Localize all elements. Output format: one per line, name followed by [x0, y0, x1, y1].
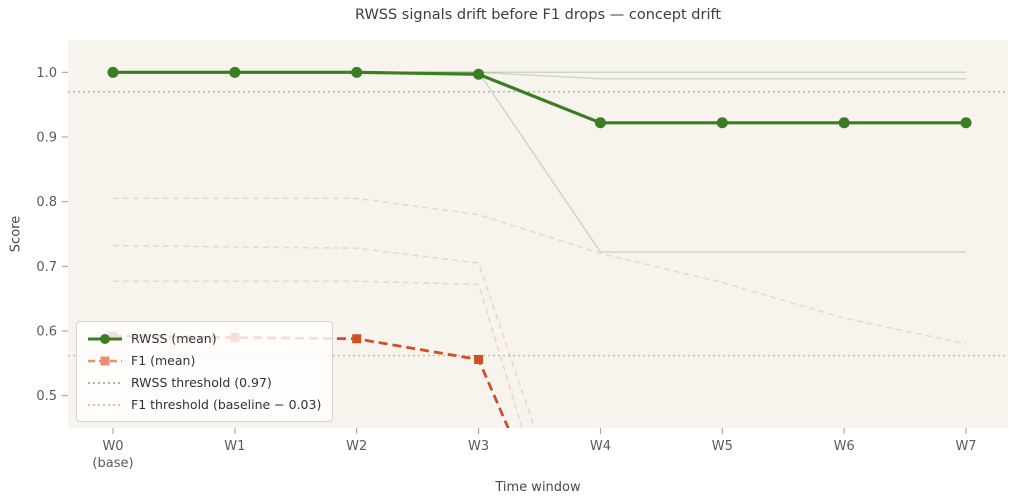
x-tick-label: W2: [346, 439, 367, 454]
legend-item-f1-threshold: F1 threshold (baseline − 0.03): [86, 395, 321, 414]
rwss-mean-marker: [594, 117, 606, 129]
x-tick-label: W4: [590, 439, 611, 454]
rwss-mean-marker: [716, 117, 728, 129]
x-tick-sublabel: (base): [92, 456, 133, 471]
legend-label: F1 (mean): [131, 353, 196, 368]
chart-title: RWSS signals drift before F1 drops — con…: [354, 7, 722, 23]
f1-run-1-line: [113, 197, 967, 345]
f1-run-2-line: [112, 244, 536, 428]
y-tick-label: 0.9: [36, 131, 57, 146]
x-tick-label: W6: [834, 439, 855, 454]
legend: RWSS (mean) F1 (mean) RWSS threshold (0.…: [76, 321, 334, 422]
x-tick-label: W1: [224, 439, 245, 454]
rwss-mean-line: [113, 70, 966, 125]
legend-item-rwss-mean: RWSS (mean): [86, 329, 321, 348]
y-tick-label: 0.5: [36, 389, 57, 404]
rwss-mean-marker: [960, 117, 972, 129]
x-tick-label: W0: [102, 439, 123, 454]
rwss-threshold-swatch: [88, 381, 122, 384]
f1-mean-swatch: [88, 356, 122, 365]
y-tick-label: 0.8: [36, 195, 57, 210]
rwss-mean-marker: [473, 68, 485, 80]
y-tick-label: 0.7: [36, 260, 57, 275]
f1-threshold-swatch: [88, 403, 122, 406]
x-tick-label: W3: [468, 439, 489, 454]
y-tick-label: 0.6: [36, 325, 57, 340]
y-tick-label: 1.0: [36, 66, 57, 81]
x-tick-label: W5: [712, 439, 733, 454]
x-axis-label: Time window: [495, 480, 581, 495]
legend-item-rwss-threshold: RWSS threshold (0.97): [86, 373, 321, 392]
x-tick-label: W7: [955, 439, 976, 454]
rwss-mean-marker: [838, 117, 850, 129]
legend-label: RWSS threshold (0.97): [131, 375, 272, 390]
f1-mean-marker: [474, 354, 484, 364]
rwss-mean-marker: [229, 66, 241, 78]
rwss-mean-marker: [107, 66, 119, 78]
f1-mean-marker: [352, 334, 362, 344]
legend-label: RWSS (mean): [131, 331, 217, 346]
legend-label: F1 threshold (baseline − 0.03): [131, 397, 322, 412]
legend-item-f1-mean: F1 (mean): [86, 351, 321, 370]
rwss-mean-marker: [351, 66, 363, 78]
rwss-mean-swatch: [88, 333, 122, 344]
f1-run-3-line: [113, 280, 523, 428]
